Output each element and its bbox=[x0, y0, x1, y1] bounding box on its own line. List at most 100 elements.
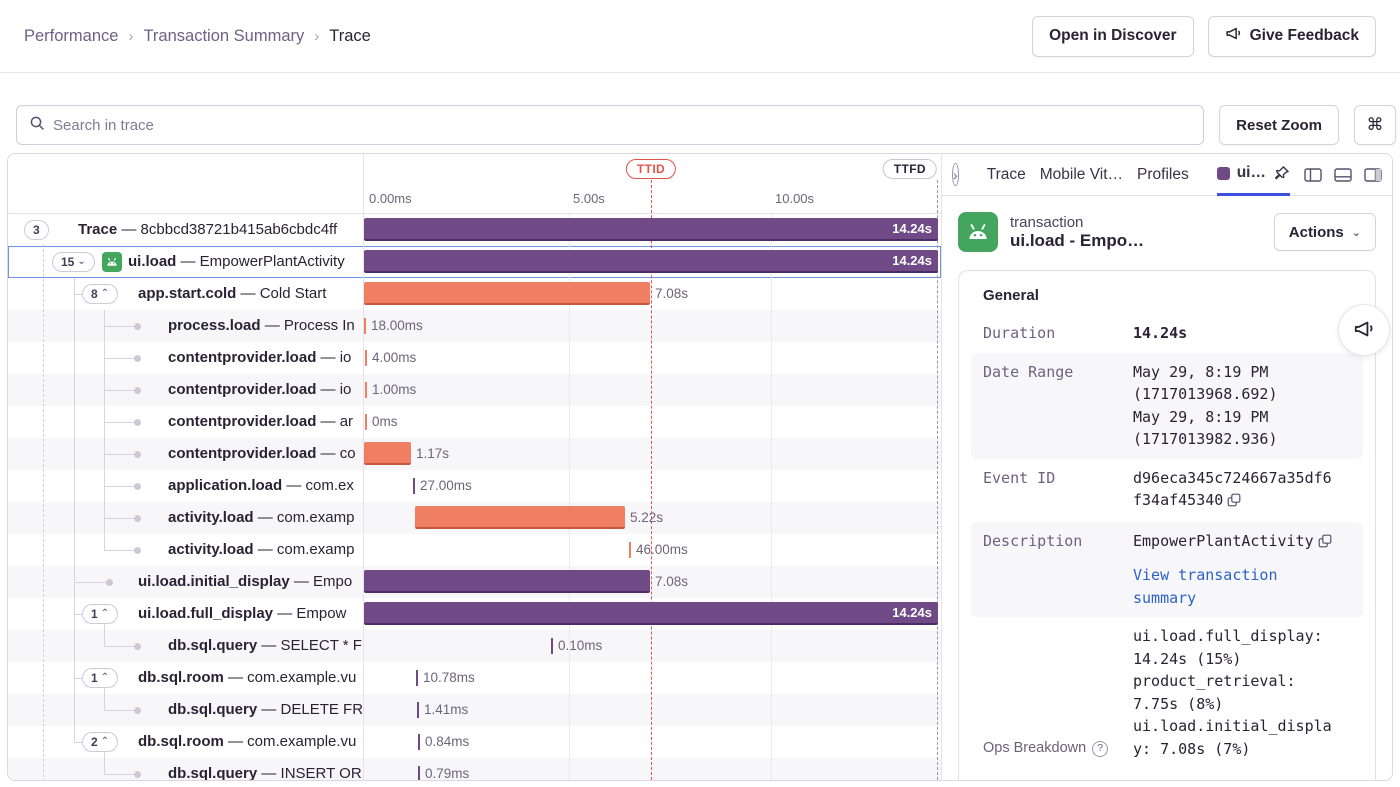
span-bar-cell[interactable]: 0.79ms bbox=[364, 758, 941, 780]
span-row[interactable]: ui.load.initial_display — Empo 7.08s bbox=[8, 566, 941, 598]
span-children-badge[interactable]: 15 ⌄ bbox=[52, 252, 95, 272]
feedback-fab-button[interactable] bbox=[1338, 304, 1390, 356]
span-duration-bar[interactable]: 14.24s bbox=[364, 250, 938, 273]
span-row[interactable]: 1 ⌃ db.sql.room — com.example.vu 10.78ms bbox=[8, 662, 941, 694]
span-tree-cell[interactable]: activity.load — com.examp bbox=[8, 534, 364, 566]
breadcrumb-item[interactable]: Trace bbox=[329, 26, 371, 45]
span-row[interactable]: 3 Trace — 8cbbcd38721b415ab6cbdc4ff 14.24s bbox=[8, 214, 941, 246]
span-row[interactable]: process.load — Process In 18.00ms bbox=[8, 310, 941, 342]
span-tree-cell[interactable]: 2 ⌃ db.sql.room — com.example.vu bbox=[8, 726, 364, 758]
span-bar-cell[interactable]: 0ms bbox=[364, 406, 941, 438]
give-feedback-button[interactable]: Give Feedback bbox=[1207, 15, 1376, 57]
span-row[interactable]: 15 ⌄ ui.load — EmpowerPlantActivity 14.24s bbox=[8, 246, 941, 278]
span-row[interactable]: contentprovider.load — co 1.17s bbox=[8, 438, 941, 470]
span-row[interactable]: activity.load — com.examp 46.00ms bbox=[8, 534, 941, 566]
layout-left-icon[interactable] bbox=[1304, 167, 1322, 182]
breadcrumb-item[interactable]: Transaction Summary bbox=[143, 26, 305, 45]
actions-button[interactable]: Actions ⌄ bbox=[1273, 213, 1376, 251]
span-bar-cell[interactable]: 4.00ms bbox=[364, 342, 941, 374]
tree-connector bbox=[74, 581, 106, 583]
tab-trace[interactable]: Trace bbox=[986, 165, 1026, 183]
span-tree-cell[interactable]: contentprovider.load — io bbox=[8, 342, 364, 374]
span-bar-cell[interactable]: 14.24s bbox=[364, 598, 941, 630]
span-children-badge[interactable]: 8 ⌃ bbox=[82, 284, 119, 304]
span-duration-bar[interactable] bbox=[364, 570, 650, 593]
span-bar-cell[interactable]: 27.00ms bbox=[364, 470, 941, 502]
breadcrumb-separator: › bbox=[314, 27, 320, 45]
span-duration-bar[interactable] bbox=[364, 282, 650, 305]
span-bar-cell[interactable]: 0.10ms bbox=[364, 630, 941, 662]
tab-active-span[interactable]: ui… bbox=[1216, 154, 1290, 196]
span-name: activity.load — com.examp bbox=[168, 541, 355, 558]
span-duration-bar[interactable] bbox=[364, 442, 411, 465]
span-row[interactable]: db.sql.query — INSERT OR 0.79ms bbox=[8, 758, 941, 780]
span-tree-cell[interactable]: 15 ⌄ ui.load — EmpowerPlantActivity bbox=[8, 246, 364, 278]
span-tree-cell[interactable]: contentprovider.load — co bbox=[8, 438, 364, 470]
span-tree-cell[interactable]: 1 ⌃ ui.load.full_display — Empow bbox=[8, 598, 364, 630]
reset-zoom-button[interactable]: Reset Zoom bbox=[1219, 105, 1339, 145]
span-row[interactable]: db.sql.query — SELECT * F 0.10ms bbox=[8, 630, 941, 662]
span-children-badge[interactable]: 1 ⌃ bbox=[82, 668, 119, 688]
view-transaction-summary-link[interactable]: View transaction summary bbox=[1133, 566, 1278, 607]
span-bar-cell[interactable]: 14.24s bbox=[364, 246, 941, 278]
span-row[interactable]: 2 ⌃ db.sql.room — com.example.vu 0.84ms bbox=[8, 726, 941, 758]
span-tree-cell[interactable]: activity.load — com.examp bbox=[8, 502, 364, 534]
span-row[interactable]: contentprovider.load — ar 0ms bbox=[8, 406, 941, 438]
badge-count: 8 bbox=[91, 287, 98, 301]
span-row[interactable]: db.sql.query — DELETE FR 1.41ms bbox=[8, 694, 941, 726]
breadcrumb-item[interactable]: Performance bbox=[24, 26, 119, 45]
search-input[interactable] bbox=[53, 116, 1192, 134]
span-tree-cell[interactable]: 3 Trace — 8cbbcd38721b415ab6cbdc4ff bbox=[8, 214, 364, 246]
span-row[interactable]: contentprovider.load — io 4.00ms bbox=[8, 342, 941, 374]
span-tree-cell[interactable]: ui.load.initial_display — Empo bbox=[8, 566, 364, 598]
span-duration-bar[interactable]: 14.24s bbox=[364, 602, 938, 625]
span-bar-cell[interactable]: 18.00ms bbox=[364, 310, 941, 342]
span-bar-cell[interactable]: 7.08s bbox=[364, 566, 941, 598]
span-tree-cell[interactable]: application.load — com.ex bbox=[8, 470, 364, 502]
span-row[interactable]: 8 ⌃ app.start.cold — Cold Start 7.08s bbox=[8, 278, 941, 310]
span-row[interactable]: 1 ⌃ ui.load.full_display — Empow 14.24s bbox=[8, 598, 941, 630]
span-duration-bar[interactable]: 14.24s bbox=[364, 218, 938, 241]
span-row[interactable]: application.load — com.ex 27.00ms bbox=[8, 470, 941, 502]
span-duration-label: 14.24s bbox=[892, 253, 932, 268]
span-bar-cell[interactable]: 1.17s bbox=[364, 438, 941, 470]
span-bar-cell[interactable]: 1.41ms bbox=[364, 694, 941, 726]
span-tree-cell[interactable]: 1 ⌃ db.sql.room — com.example.vu bbox=[8, 662, 364, 694]
span-children-badge[interactable]: 2 ⌃ bbox=[82, 732, 119, 752]
shortcut-button[interactable]: ⌘ bbox=[1354, 105, 1396, 145]
copy-icon[interactable] bbox=[1227, 491, 1241, 514]
layout-right-icon[interactable] bbox=[1364, 167, 1382, 182]
tree-connector bbox=[74, 613, 82, 615]
span-duration-bar[interactable] bbox=[415, 506, 625, 529]
span-row[interactable]: activity.load — com.examp 5.22s bbox=[8, 502, 941, 534]
open-in-discover-button[interactable]: Open in Discover bbox=[1032, 15, 1194, 57]
layout-bottom-icon[interactable] bbox=[1334, 167, 1352, 182]
span-tree-cell[interactable]: 8 ⌃ app.start.cold — Cold Start bbox=[8, 278, 364, 310]
copy-icon[interactable] bbox=[1318, 532, 1332, 555]
span-bar-cell[interactable]: 5.22s bbox=[364, 502, 941, 534]
span-row[interactable]: contentprovider.load — io 1.00ms bbox=[8, 374, 941, 406]
help-icon[interactable]: ? bbox=[1092, 741, 1109, 758]
span-tree-cell[interactable]: db.sql.query — DELETE FR bbox=[8, 694, 364, 726]
span-bar-cell[interactable]: 10.78ms bbox=[364, 662, 941, 694]
span-bar-cell[interactable]: 46.00ms bbox=[364, 534, 941, 566]
span-bar-cell[interactable]: 0.84ms bbox=[364, 726, 941, 758]
span-tree-cell[interactable]: contentprovider.load — io bbox=[8, 374, 364, 406]
span-bar-cell[interactable]: 7.08s bbox=[364, 278, 941, 310]
span-tree-cell[interactable]: db.sql.query — INSERT OR bbox=[8, 758, 364, 780]
tab-mobilevit[interactable]: Mobile Vit… bbox=[1039, 165, 1124, 183]
span-tree-cell[interactable]: db.sql.query — SELECT * F bbox=[8, 630, 364, 662]
search-box[interactable] bbox=[16, 105, 1205, 145]
collapse-drawer-icon[interactable]: › bbox=[952, 163, 959, 186]
span-children-badge[interactable]: 3 bbox=[24, 220, 49, 240]
span-start-tick bbox=[413, 478, 415, 494]
span-tree-cell[interactable]: process.load — Process In bbox=[8, 310, 364, 342]
general-card: General Duration 14.24s Date Range May 29, … bbox=[958, 270, 1376, 780]
pin-tab-icon[interactable] bbox=[1273, 165, 1290, 182]
tab-profiles[interactable]: Profiles bbox=[1137, 165, 1189, 183]
span-bar-cell[interactable]: 1.00ms bbox=[364, 374, 941, 406]
span-children-badge[interactable]: 1 ⌃ bbox=[82, 604, 119, 624]
span-dot-icon bbox=[134, 322, 141, 330]
span-tree-cell[interactable]: contentprovider.load — ar bbox=[8, 406, 364, 438]
span-bar-cell[interactable]: 14.24s bbox=[364, 214, 941, 246]
